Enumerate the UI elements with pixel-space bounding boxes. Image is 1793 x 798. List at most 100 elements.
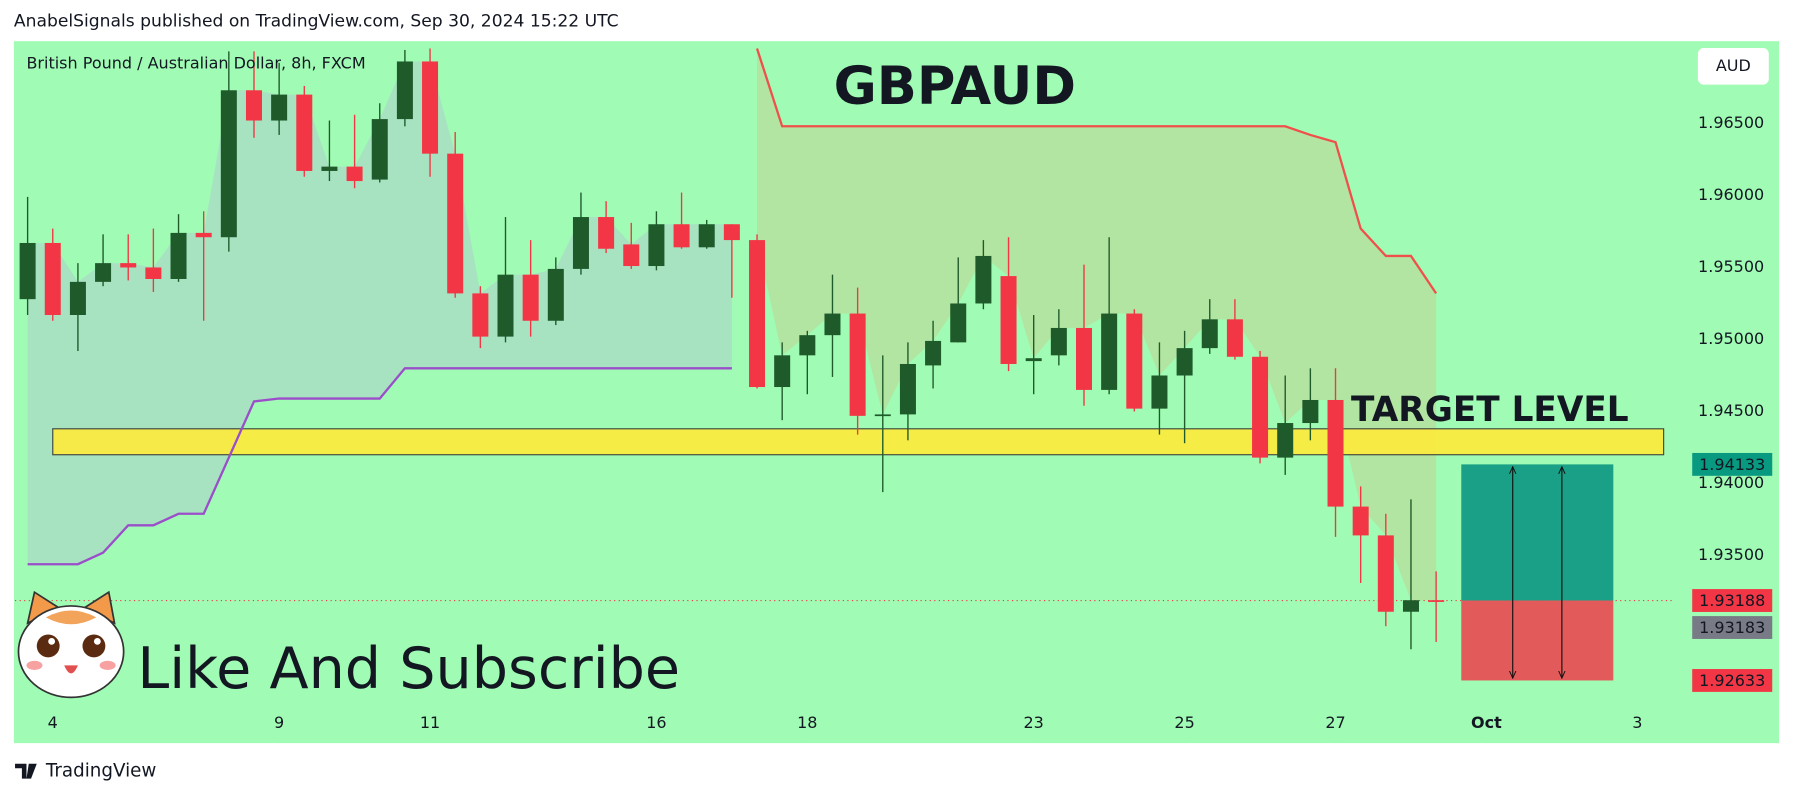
candle-body (296, 94, 313, 171)
symbol-label: British Pound / Australian Dollar, 8h, F… (26, 54, 365, 73)
candle-body (220, 90, 237, 238)
x-tick-label: 23 (1024, 713, 1044, 732)
overlay-line (755, 48, 1438, 295)
y-tick-label: 1.95500 (1698, 257, 1764, 276)
candle-body (271, 94, 288, 121)
call-to-action: Like And Subscribe (137, 636, 680, 702)
candle-body (472, 293, 489, 337)
x-tick-label: 18 (797, 713, 817, 732)
y-tick-label: 1.94000 (1698, 473, 1764, 492)
candle-body (170, 232, 187, 279)
x-tick-label: 16 (646, 713, 666, 732)
candle-body (1428, 600, 1445, 602)
header: AnabelSignals published on TradingView.c… (14, 12, 619, 32)
candle-body (1075, 327, 1092, 390)
candle-body (497, 274, 514, 337)
candle-body (1302, 399, 1319, 424)
currency-label: AUD (1716, 56, 1751, 75)
candle-body (69, 281, 86, 316)
candle-body (1000, 276, 1017, 364)
x-tick-label: 4 (48, 713, 58, 732)
candle-body (1377, 535, 1394, 612)
candle-body (749, 240, 766, 388)
stop-price-label: 1.92633 (1699, 671, 1765, 690)
plot-layer: 1.93500 1.94000 1.94500 1.95000 1.95500 1.960… (15, 48, 1773, 744)
position-loss (1461, 600, 1614, 681)
candle-body (723, 224, 740, 241)
candle-body (849, 313, 866, 416)
last-price-label-bg (1692, 589, 1773, 612)
candle-body (1226, 319, 1243, 357)
candle-body (1352, 506, 1369, 536)
candle-body (1277, 423, 1294, 458)
footer-brand: TradingView (45, 761, 157, 782)
candle-body (44, 242, 61, 316)
y-tick-label: 1.93500 (1698, 545, 1764, 564)
y-tick-label: 1.94500 (1698, 401, 1764, 420)
candle-body (673, 224, 690, 248)
candle-body (975, 255, 992, 304)
last-price-label: 1.93188 (1699, 591, 1765, 610)
x-tick-label: 25 (1174, 713, 1194, 732)
candle-body (572, 217, 589, 269)
candle-body (648, 224, 665, 267)
x-tick-label: 9 (274, 713, 284, 732)
candle-body (422, 61, 439, 154)
candle-body (145, 267, 162, 279)
candle-body (19, 242, 36, 300)
candle-body (698, 224, 715, 248)
candle-body (1050, 327, 1067, 356)
candle-body (623, 244, 640, 267)
candle-body (950, 303, 967, 343)
y-tick-label: 1.95000 (1698, 329, 1764, 348)
candle-body (245, 90, 262, 121)
x-tick-label: 3 (1632, 713, 1642, 732)
candle-body (824, 313, 841, 336)
candle-body (447, 153, 464, 294)
candle-body (95, 263, 112, 282)
candle-body (874, 414, 891, 417)
overlay-line (27, 367, 732, 566)
candle-body (321, 166, 338, 171)
currency-box (1697, 48, 1769, 85)
x-tick-label: 27 (1325, 713, 1345, 732)
x-tick-label: 11 (420, 713, 440, 732)
candle-body (371, 119, 388, 180)
candle-body (547, 268, 564, 321)
prev-price-label-bg (1692, 616, 1773, 639)
candle-body (598, 217, 615, 249)
candle-body (1101, 313, 1118, 390)
overlay-fill (757, 48, 1437, 601)
candle-body (120, 263, 137, 268)
candle-body (899, 363, 916, 415)
position-profit (1461, 464, 1614, 601)
candle-body (799, 335, 816, 356)
target-price-label-bg (1692, 452, 1773, 476)
candle-body (522, 274, 539, 321)
candle-body (1025, 358, 1042, 362)
zone-label: TARGET LEVEL (1351, 390, 1629, 430)
mascot (17, 590, 125, 699)
y-tick-label: 1.96000 (1698, 185, 1764, 204)
candle-body (1151, 375, 1168, 409)
candle-body (1126, 313, 1143, 409)
candle-body (195, 232, 212, 238)
target-price-label: 1.94133 (1699, 455, 1765, 474)
candle-body (1176, 348, 1193, 376)
candle-body (774, 355, 791, 388)
chart-title: GBPAUD (834, 56, 1076, 117)
candle-body (396, 61, 413, 120)
x-tick-label: Oct (1471, 713, 1502, 732)
candle-body (925, 340, 942, 366)
stop-price-label-bg (1692, 669, 1773, 692)
prev-price-label: 1.93183 (1699, 618, 1765, 637)
candle-body (1402, 600, 1419, 612)
footer-logo (15, 763, 37, 779)
candle-body (1327, 399, 1344, 507)
candle-body (1252, 356, 1269, 458)
candle-body (1201, 319, 1218, 349)
candle-body (346, 166, 363, 182)
y-tick-label: 1.96500 (1698, 113, 1764, 132)
